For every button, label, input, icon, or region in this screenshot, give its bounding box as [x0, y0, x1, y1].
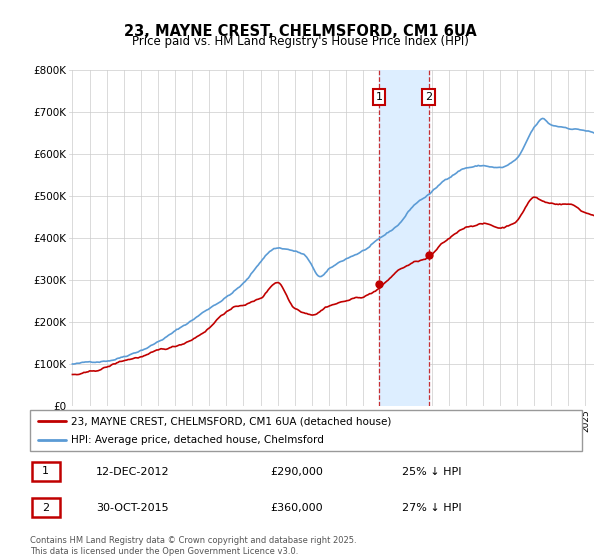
- Text: Contains HM Land Registry data © Crown copyright and database right 2025.
This d: Contains HM Land Registry data © Crown c…: [30, 536, 356, 556]
- Text: 1: 1: [42, 466, 49, 476]
- Bar: [379, 70, 428, 406]
- Text: 27% ↓ HPI: 27% ↓ HPI: [402, 503, 461, 513]
- Text: 1: 1: [376, 92, 382, 102]
- Text: 23, MAYNE CREST, CHELMSFORD, CM1 6UA (detached house): 23, MAYNE CREST, CHELMSFORD, CM1 6UA (de…: [71, 417, 392, 426]
- Text: 12-DEC-2012: 12-DEC-2012: [96, 467, 170, 477]
- Text: HPI: Average price, detached house, Chelmsford: HPI: Average price, detached house, Chel…: [71, 435, 324, 445]
- Text: 23, MAYNE CREST, CHELMSFORD, CM1 6UA: 23, MAYNE CREST, CHELMSFORD, CM1 6UA: [124, 24, 476, 39]
- Text: 25% ↓ HPI: 25% ↓ HPI: [402, 467, 461, 477]
- Text: 2: 2: [425, 92, 432, 102]
- Text: 2: 2: [42, 503, 49, 512]
- Text: £290,000: £290,000: [270, 467, 323, 477]
- Text: Price paid vs. HM Land Registry's House Price Index (HPI): Price paid vs. HM Land Registry's House …: [131, 35, 469, 48]
- Text: 30-OCT-2015: 30-OCT-2015: [96, 503, 169, 513]
- Text: £360,000: £360,000: [270, 503, 323, 513]
